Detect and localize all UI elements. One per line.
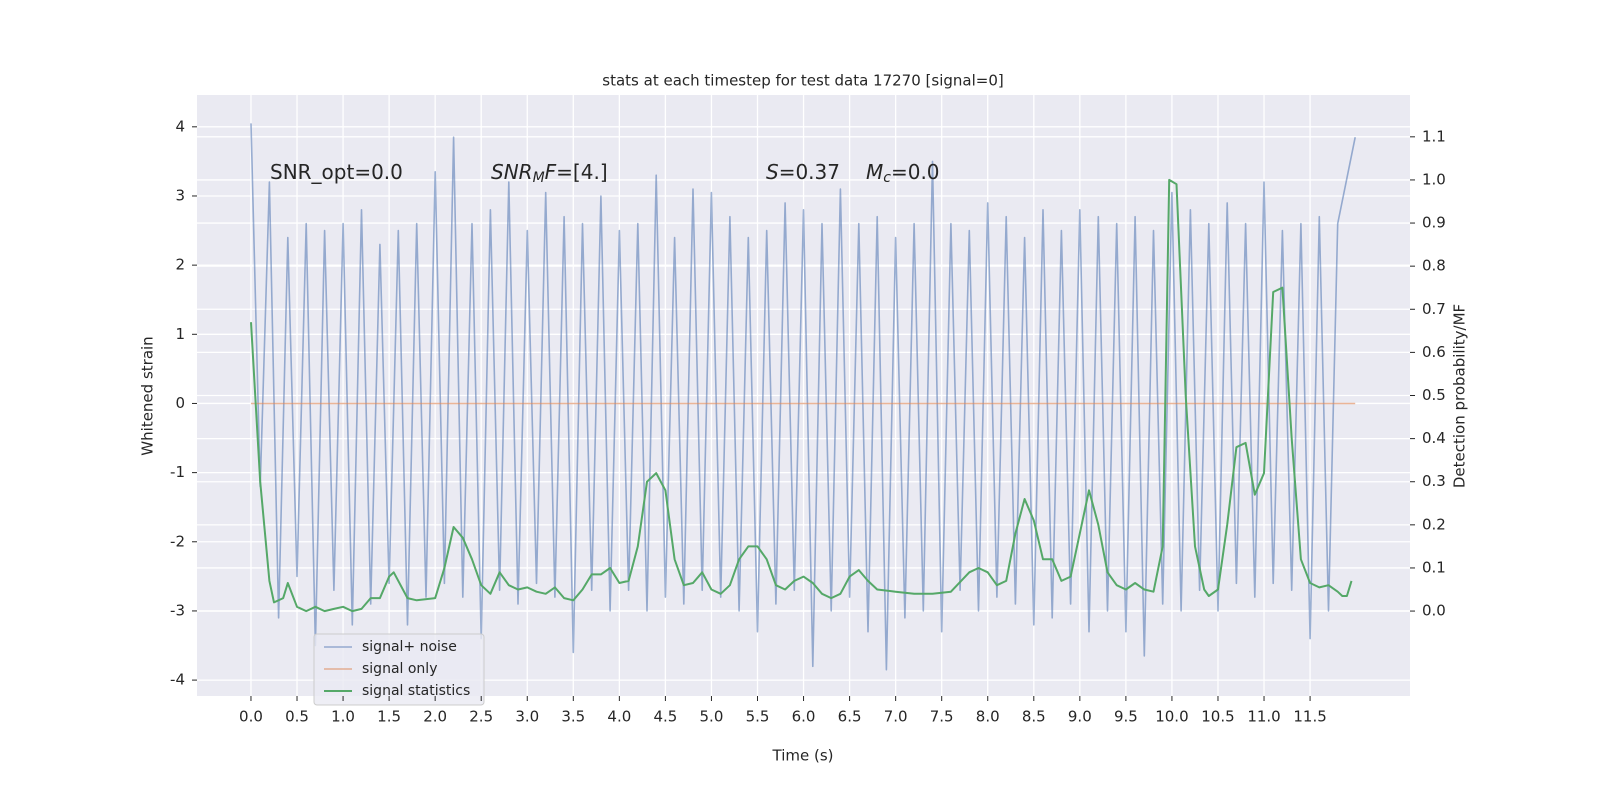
x-tick-label: 7.0: [884, 708, 908, 726]
y2-tick-label: 0.3: [1422, 472, 1446, 490]
y-tick-label: -2: [170, 532, 185, 550]
annotation-part: c: [883, 170, 891, 186]
annotation: S=0.37 Mc=0.0: [766, 160, 940, 187]
x-tick-label: 6.0: [792, 708, 816, 726]
annotation-part: F=[4.]: [545, 160, 608, 184]
x-tick-label: 10.0: [1155, 708, 1188, 726]
y2-axis-label: Detection probability/MF: [1451, 304, 1469, 488]
y-tick-label: -4: [170, 671, 185, 689]
annotation-part: =[4.]: [556, 160, 607, 184]
annotation-part: M: [533, 170, 545, 186]
x-tick-label: 4.0: [607, 708, 631, 726]
annotation-part: =0.37: [779, 160, 840, 184]
y2-tick-label: 0.8: [1422, 257, 1446, 275]
annotation: SNRMF=[4.]: [491, 160, 608, 187]
y2-tick-label: 0.2: [1422, 515, 1446, 533]
x-tick-label: 0.0: [239, 708, 263, 726]
y-tick-label: -1: [170, 463, 185, 481]
x-tick-label: 1.0: [331, 708, 355, 726]
marks: [250, 123, 1356, 671]
x-tick-label: 8.0: [976, 708, 1000, 726]
y2-tick-label: 1.1: [1422, 127, 1446, 145]
x-tick-label: 1.5: [377, 708, 401, 726]
y-tick-label: 0: [175, 394, 185, 412]
y2-tick-label: 0.7: [1422, 300, 1446, 318]
y-tick-label: 2: [175, 256, 185, 274]
x-tick-label: 8.5: [1022, 708, 1046, 726]
y2-tick-label: 0.9: [1422, 214, 1446, 232]
chart-title: stats at each timestep for test data 172…: [602, 72, 1003, 90]
y-tick-label: 1: [175, 325, 185, 343]
annotation-part: SNR_opt=0.0: [270, 160, 403, 184]
y2-tick-label: 1.0: [1422, 170, 1446, 188]
annotation-part: F: [545, 160, 557, 184]
annotation: SNR_opt=0.0: [270, 160, 403, 184]
y2-tick-label: 0.0: [1422, 602, 1446, 620]
legend: signal+ noise signal only signal statistic…: [313, 633, 485, 706]
x-tick-label: 4.5: [653, 708, 677, 726]
x-tick-label: 0.5: [285, 708, 309, 726]
legend-frame: [313, 633, 485, 706]
x-tick-label: 5.0: [700, 708, 724, 726]
x-tick-label: 9.0: [1068, 708, 1092, 726]
x-tick-label: 11.5: [1293, 708, 1326, 726]
y-tick-label: -3: [170, 601, 185, 619]
x-tick-label: 3.0: [515, 708, 539, 726]
annotation-part: M: [866, 160, 883, 184]
line-series: [250, 178, 1353, 613]
x-axis-label: Time (s): [772, 747, 834, 765]
annotation-part: SNR: [491, 160, 533, 184]
annotation-part: S: [766, 160, 779, 184]
y-axis-label: Whitened strain: [139, 336, 157, 455]
x-tick-label: 10.5: [1201, 708, 1234, 726]
legend-label: signal only: [362, 661, 437, 677]
legend-label: signal statistics: [362, 683, 470, 699]
x-tick-label: 2.5: [469, 708, 493, 726]
y-tick-label: 3: [175, 186, 185, 204]
y-tick-label: 4: [175, 117, 185, 135]
y2-tick-label: 0.5: [1422, 386, 1446, 404]
y2-tick-label: 0.1: [1422, 558, 1446, 576]
line-series: [250, 123, 1356, 671]
legend-label: signal+ noise: [362, 639, 457, 655]
x-tick-label: 6.5: [838, 708, 862, 726]
x-tick-label: 3.5: [561, 708, 585, 726]
y2-tick-label: 0.6: [1422, 343, 1446, 361]
x-tick-label: 11.0: [1247, 708, 1280, 726]
annotation-part: =0.0: [891, 160, 940, 184]
y2-tick-label: 0.4: [1422, 429, 1446, 447]
x-tick-label: 7.5: [930, 708, 954, 726]
x-tick-label: 9.5: [1114, 708, 1138, 726]
x-tick-label: 5.5: [746, 708, 770, 726]
x-tick-label: 2.0: [423, 708, 447, 726]
